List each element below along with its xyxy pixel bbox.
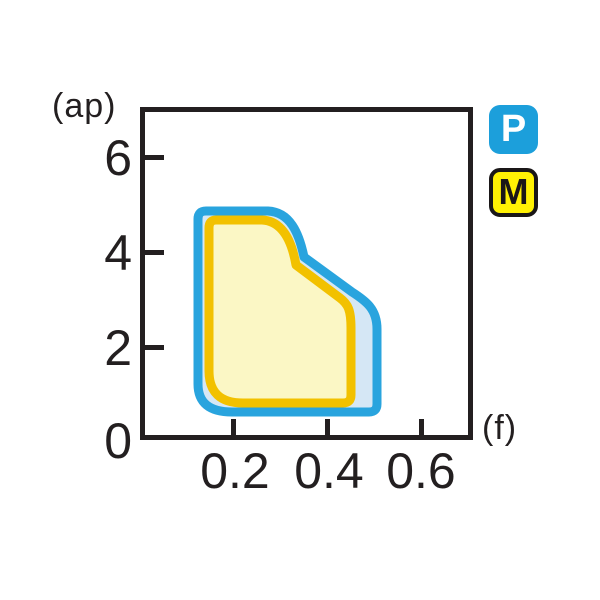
y-tick-2: [145, 345, 164, 350]
y-tick-label: 4: [104, 225, 132, 281]
x-tick-label: 0.6: [386, 443, 456, 499]
x-tick-0.4: [325, 419, 330, 435]
y-axis-label: (ap): [52, 87, 117, 125]
y-tick-label: 2: [104, 320, 132, 376]
x-tick-label: 0.2: [200, 443, 270, 499]
x-tick-0.2: [231, 419, 236, 435]
x-axis-label: (f): [482, 409, 518, 447]
legend-p-badge: P: [489, 105, 538, 154]
y-tick-4: [145, 250, 164, 255]
y-tick-6: [145, 155, 164, 160]
legend-m-badge: M: [489, 168, 538, 217]
region-M: [204, 215, 356, 408]
y-tick-label: 6: [104, 130, 132, 186]
regions-layer: [193, 206, 382, 417]
x-tick-0.6: [419, 419, 424, 435]
x-tick-label: 0.4: [294, 443, 364, 499]
y-tick-label: 0: [104, 413, 132, 469]
